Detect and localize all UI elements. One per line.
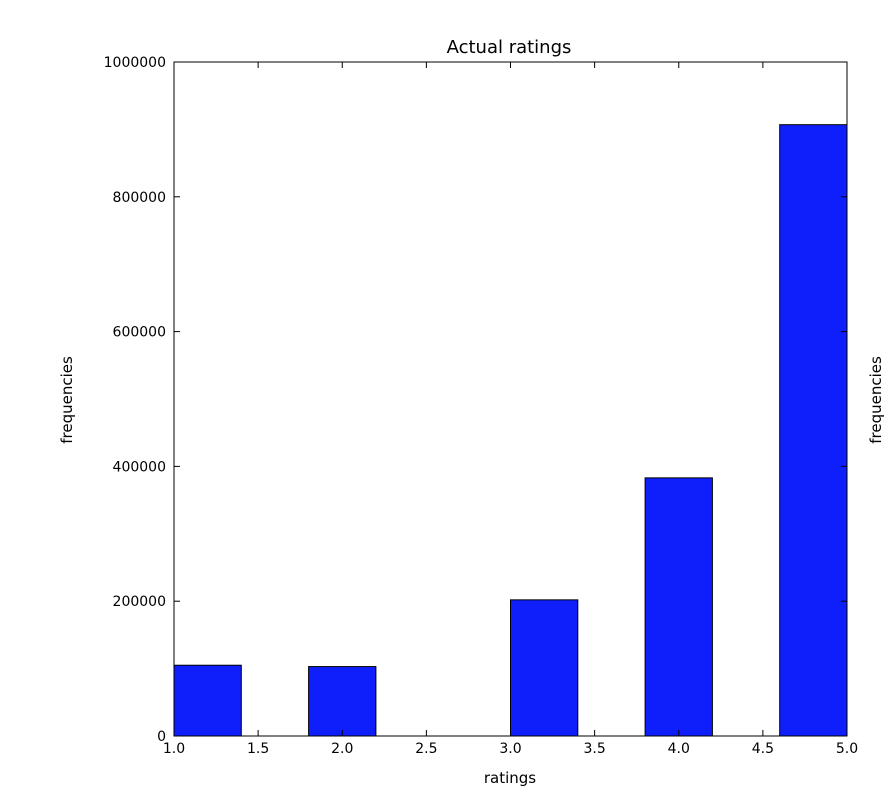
x-tick-label: 2.5 [415, 741, 437, 757]
x-tick-label: 4.0 [668, 741, 690, 757]
chart-title: Actual ratings [447, 37, 572, 58]
histogram-bar-2 [308, 666, 377, 737]
y-tick-label: 1000000 [104, 55, 166, 71]
y-tick-label: 600000 [113, 325, 166, 341]
x-tick-label: 3.5 [583, 741, 605, 757]
y-tick-label: 800000 [113, 190, 166, 206]
x-tick-label: 1.5 [247, 741, 269, 757]
y-tick-label: 400000 [113, 459, 166, 475]
y-axis-label-right: frequencies [867, 356, 885, 444]
histogram-bar-7 [644, 477, 713, 737]
x-tick-label: 4.5 [752, 741, 774, 757]
y-tick-label: 200000 [113, 594, 166, 610]
x-tick-label: 3.0 [499, 741, 521, 757]
x-tick-label: 2.0 [331, 741, 353, 757]
histogram-bar-5 [510, 599, 579, 737]
histogram-bar-0 [173, 664, 242, 737]
x-axis-ticks: 1.0 1.5 2.0 2.5 3.0 3.5 4.0 4.5 5.0 [163, 62, 858, 757]
plot-frame [173, 61, 848, 737]
y-axis-ticks: 0 200000 400000 600000 800000 1000000 [104, 55, 847, 745]
x-tick-label: 1.0 [163, 741, 185, 757]
x-axis-label: ratings [484, 769, 536, 787]
histogram-bar-9 [779, 124, 848, 737]
y-axis-label: frequencies [58, 356, 76, 444]
y-tick-label: 0 [157, 729, 166, 745]
bars-group [173, 124, 848, 737]
x-tick-label: 5.0 [836, 741, 858, 757]
